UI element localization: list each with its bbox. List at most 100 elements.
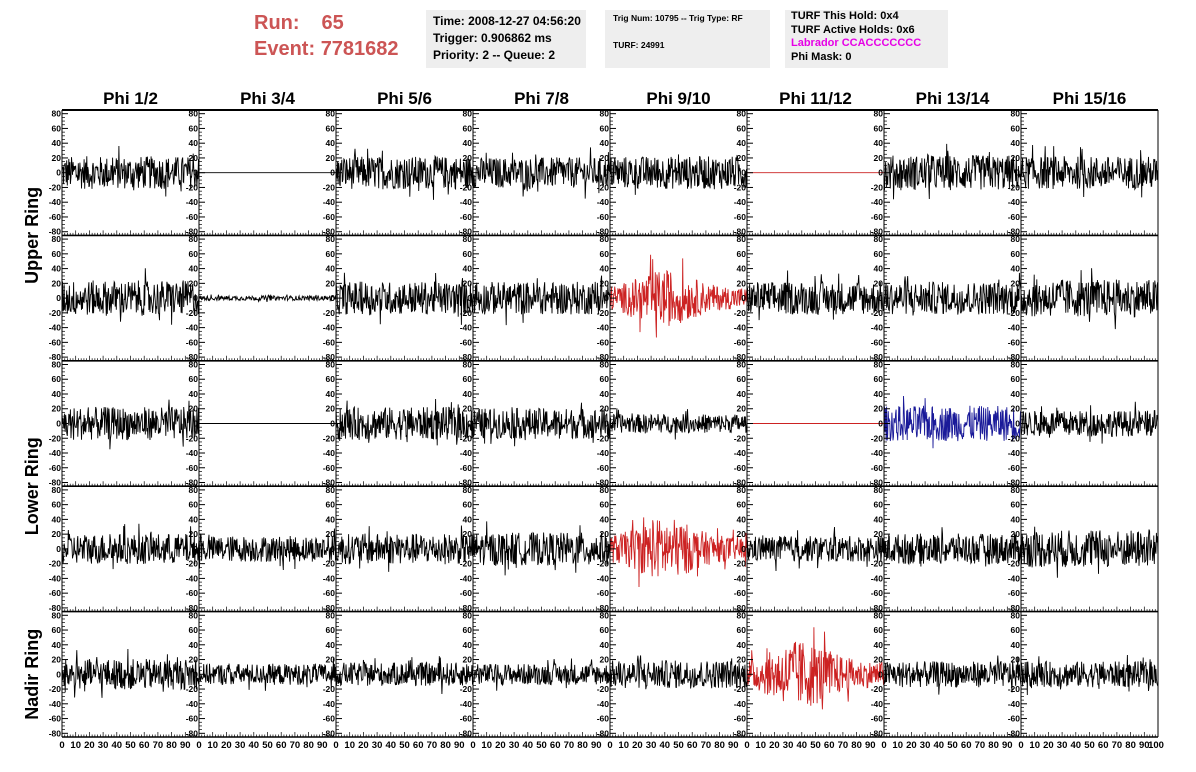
y-tick-label: 20	[52, 655, 62, 665]
y-tick-label: 40	[600, 389, 610, 399]
waveform-trace	[335, 148, 474, 200]
y-tick-label: 0	[56, 544, 61, 554]
y-tick-label: -20	[1008, 684, 1021, 694]
y-tick-label: -40	[460, 448, 473, 458]
y-tick-label: -20	[49, 433, 62, 443]
y-tick-label: 80	[874, 485, 884, 495]
x-tick-label: 40	[523, 740, 534, 751]
y-tick-label: 0	[193, 544, 198, 554]
waveform-trace	[61, 648, 200, 698]
y-tick-label: -40	[186, 573, 199, 583]
y-tick-label: 20	[1011, 278, 1021, 288]
y-tick-label: 40	[600, 264, 610, 274]
x-tick-label: 30	[646, 740, 657, 751]
y-tick-label: -40	[186, 699, 199, 709]
y-tick-label: -20	[186, 684, 199, 694]
y-tick-label: -80	[323, 603, 336, 613]
y-tick-label: -60	[597, 463, 610, 473]
y-tick-label: -20	[186, 559, 199, 569]
y-tick-label: -80	[186, 728, 199, 738]
y-tick-label: -60	[871, 463, 884, 473]
row-group-label: Lower Ring	[22, 437, 42, 535]
y-tick-label: 60	[326, 500, 336, 510]
y-tick-label: -40	[597, 573, 610, 583]
column-header: Phi 7/8	[514, 89, 569, 108]
x-tick-label: 80	[988, 740, 999, 751]
y-tick-label: 80	[463, 485, 473, 495]
y-tick-label: 20	[600, 655, 610, 665]
y-tick-label: -80	[323, 478, 336, 488]
waveform-trace	[883, 655, 1022, 695]
y-tick-label: -40	[460, 197, 473, 207]
y-tick-label: -80	[460, 227, 473, 237]
x-tick-label: 20	[495, 740, 506, 751]
x-tick-label: 0	[196, 740, 201, 751]
y-tick-label: 0	[467, 544, 472, 554]
x-tick-label: 90	[1139, 740, 1150, 751]
y-tick-label: -40	[734, 699, 747, 709]
y-tick-label: -40	[49, 197, 62, 207]
x-tick-label: 90	[454, 740, 465, 751]
y-tick-label: -40	[323, 197, 336, 207]
y-tick-label: -20	[734, 182, 747, 192]
column-header: Phi 9/10	[646, 89, 710, 108]
x-tick-label: 90	[180, 740, 191, 751]
x-tick-label: 90	[591, 740, 602, 751]
y-tick-label: -20	[323, 433, 336, 443]
y-tick-label: 80	[52, 485, 62, 495]
x-tick-label: 90	[728, 740, 739, 751]
x-tick-label: 90	[865, 740, 876, 751]
y-tick-label: 0	[741, 544, 746, 554]
y-tick-label: 20	[737, 529, 747, 539]
x-tick-label: 50	[262, 740, 273, 751]
y-tick-label: -40	[1008, 197, 1021, 207]
y-tick-label: 40	[874, 640, 884, 650]
waveform-trace	[1020, 654, 1159, 696]
y-tick-label: -20	[597, 433, 610, 443]
waveform-trace	[609, 154, 748, 195]
y-tick-label: 80	[1011, 109, 1021, 119]
y-tick-label: 60	[874, 123, 884, 133]
y-tick-label: 20	[52, 529, 62, 539]
y-tick-label: 40	[737, 514, 747, 524]
y-tick-label: 60	[326, 249, 336, 259]
x-tick-label: 40	[797, 740, 808, 751]
y-tick-label: 80	[1011, 610, 1021, 620]
x-tick-label: 0	[470, 740, 475, 751]
y-tick-label: 40	[737, 264, 747, 274]
y-tick-label: 40	[326, 138, 336, 148]
y-tick-label: 60	[326, 374, 336, 384]
x-tick-label: 70	[427, 740, 438, 751]
waveform-trace	[61, 268, 200, 325]
y-tick-label: -20	[323, 559, 336, 569]
y-tick-label: 0	[467, 669, 472, 679]
y-tick-label: 80	[52, 610, 62, 620]
waveform-trace	[61, 145, 200, 197]
y-tick-label: 80	[737, 109, 747, 119]
y-tick-label: 20	[52, 278, 62, 288]
y-tick-label: 20	[463, 278, 473, 288]
y-tick-label: 60	[600, 249, 610, 259]
y-tick-label: 80	[874, 234, 884, 244]
x-tick-label: 0	[881, 740, 886, 751]
y-tick-label: -60	[323, 212, 336, 222]
y-tick-label: -20	[1008, 308, 1021, 318]
y-tick-label: -80	[323, 227, 336, 237]
y-tick-label: 20	[600, 529, 610, 539]
y-tick-label: -80	[734, 603, 747, 613]
y-tick-label: 80	[737, 485, 747, 495]
y-tick-label: 0	[330, 669, 335, 679]
y-tick-label: 40	[52, 264, 62, 274]
y-tick-label: -60	[871, 714, 884, 724]
x-tick-label: 30	[783, 740, 794, 751]
y-tick-label: 20	[600, 404, 610, 414]
y-tick-label: 0	[878, 419, 883, 429]
y-tick-label: -80	[323, 728, 336, 738]
y-tick-label: -60	[186, 337, 199, 347]
y-tick-label: 40	[874, 138, 884, 148]
y-tick-label: 80	[326, 234, 336, 244]
x-tick-label: 10	[70, 740, 81, 751]
x-tick-label: 20	[358, 740, 369, 751]
y-tick-label: -40	[734, 323, 747, 333]
y-tick-label: 0	[878, 168, 883, 178]
